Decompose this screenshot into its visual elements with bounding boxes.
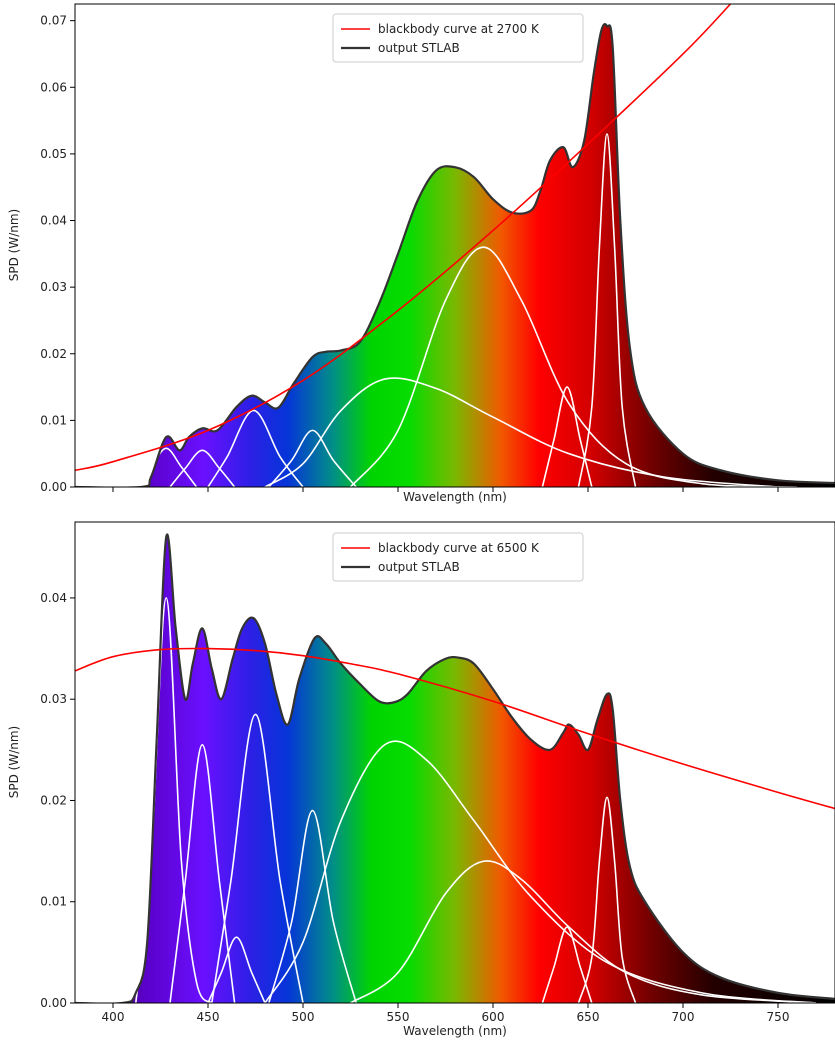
bottom-ylabel: SPD (W/nm) bbox=[7, 726, 21, 798]
bottom-y-ticks: 0.00 0.01 0.02 0.03 0.04 bbox=[40, 591, 75, 1010]
top-ytick-label: 0.00 bbox=[40, 480, 67, 494]
bot-primary-curve-5 bbox=[268, 809, 357, 1003]
bottom-legend-blackbody-label: blackbody curve at 6500 K bbox=[378, 541, 540, 555]
top-primaries bbox=[135, 133, 798, 487]
bot-xtick-label: 700 bbox=[672, 1010, 695, 1024]
bot-primary-curve-3 bbox=[207, 936, 266, 1003]
bottom-output-line bbox=[75, 533, 835, 1003]
top-primary-curve-1 bbox=[135, 447, 198, 487]
bot-primary-curve-6 bbox=[264, 740, 817, 1003]
bot-primary-curve-8 bbox=[541, 926, 593, 1003]
bottom-plot bbox=[75, 533, 835, 1003]
top-primary-curve-3 bbox=[207, 409, 304, 487]
top-primary-curve-2 bbox=[169, 449, 236, 487]
bottom-legend-output-label: output STLAB bbox=[378, 560, 460, 574]
bot-xtick-label: 600 bbox=[482, 1010, 505, 1024]
top-ylabel: SPD (W/nm) bbox=[7, 209, 21, 281]
top-xlabel: Wavelength (nm) bbox=[403, 490, 507, 504]
bot-ytick-label: 0.04 bbox=[40, 591, 67, 605]
bot-xtick-label: 450 bbox=[197, 1010, 220, 1024]
bot-xtick-label: 750 bbox=[767, 1010, 790, 1024]
top-ytick-label: 0.05 bbox=[40, 147, 67, 161]
bot-ytick-label: 0.00 bbox=[40, 996, 67, 1010]
top-ytick-label: 0.07 bbox=[40, 14, 67, 28]
top-output-fill bbox=[75, 24, 835, 487]
bottom-primaries bbox=[135, 597, 817, 1003]
top-legend-output-label: output STLAB bbox=[378, 41, 460, 55]
top-output-line bbox=[75, 23, 835, 487]
bottom-legend-box bbox=[332, 532, 584, 582]
top-ytick-label: 0.02 bbox=[40, 347, 67, 361]
top-ytick-label: 0.03 bbox=[40, 280, 67, 294]
bot-ytick-label: 0.03 bbox=[40, 692, 67, 706]
bot-xtick-label: 650 bbox=[577, 1010, 600, 1024]
top-y-ticks: 0.00 0.01 0.02 0.03 0.04 0.05 0.06 0.07 bbox=[40, 14, 75, 494]
bot-primary-curve-7 bbox=[350, 860, 817, 1003]
top-x-ticks bbox=[112, 487, 779, 492]
top-axes-frame bbox=[74, 3, 835, 488]
bot-primary-curve-4 bbox=[211, 713, 304, 1003]
bottom-panel: 0.00 0.01 0.02 0.03 0.04 400 450 500 550 600 650 7… bbox=[7, 521, 835, 1038]
bot-ytick-label: 0.01 bbox=[40, 895, 67, 909]
top-ytick-label: 0.06 bbox=[40, 80, 67, 94]
bot-xtick-label: 500 bbox=[292, 1010, 315, 1024]
bot-primary-curve-9 bbox=[577, 796, 637, 1003]
bottom-blackbody-line bbox=[75, 647, 835, 810]
bot-xtick-label: 400 bbox=[102, 1010, 125, 1024]
top-legend: blackbody curve at 2700 K output STLAB bbox=[332, 13, 584, 63]
top-panel: 0.00 0.01 0.02 0.03 0.04 0.05 0.06 0.07 SPD (W/… bbox=[7, 3, 835, 504]
bot-xtick-label: 550 bbox=[387, 1010, 410, 1024]
bottom-legend: blackbody curve at 6500 K output STLAB bbox=[332, 532, 584, 582]
top-plot bbox=[75, 4, 835, 487]
top-blackbody-line bbox=[75, 4, 732, 472]
bottom-x-ticks: 400 450 500 550 600 650 700 750 bbox=[102, 1003, 790, 1024]
top-legend-box bbox=[332, 13, 584, 63]
bottom-xlabel: Wavelength (nm) bbox=[403, 1024, 507, 1038]
top-primary-curve-6 bbox=[349, 246, 798, 487]
top-legend-blackbody-label: blackbody curve at 2700 K bbox=[378, 22, 540, 36]
bottom-axes-frame bbox=[74, 521, 835, 1004]
top-ytick-label: 0.04 bbox=[40, 214, 67, 228]
top-primary-curve-8 bbox=[577, 133, 637, 487]
bot-ytick-label: 0.02 bbox=[40, 793, 67, 807]
top-primary-curve-4 bbox=[268, 429, 357, 487]
top-ytick-label: 0.01 bbox=[40, 413, 67, 427]
